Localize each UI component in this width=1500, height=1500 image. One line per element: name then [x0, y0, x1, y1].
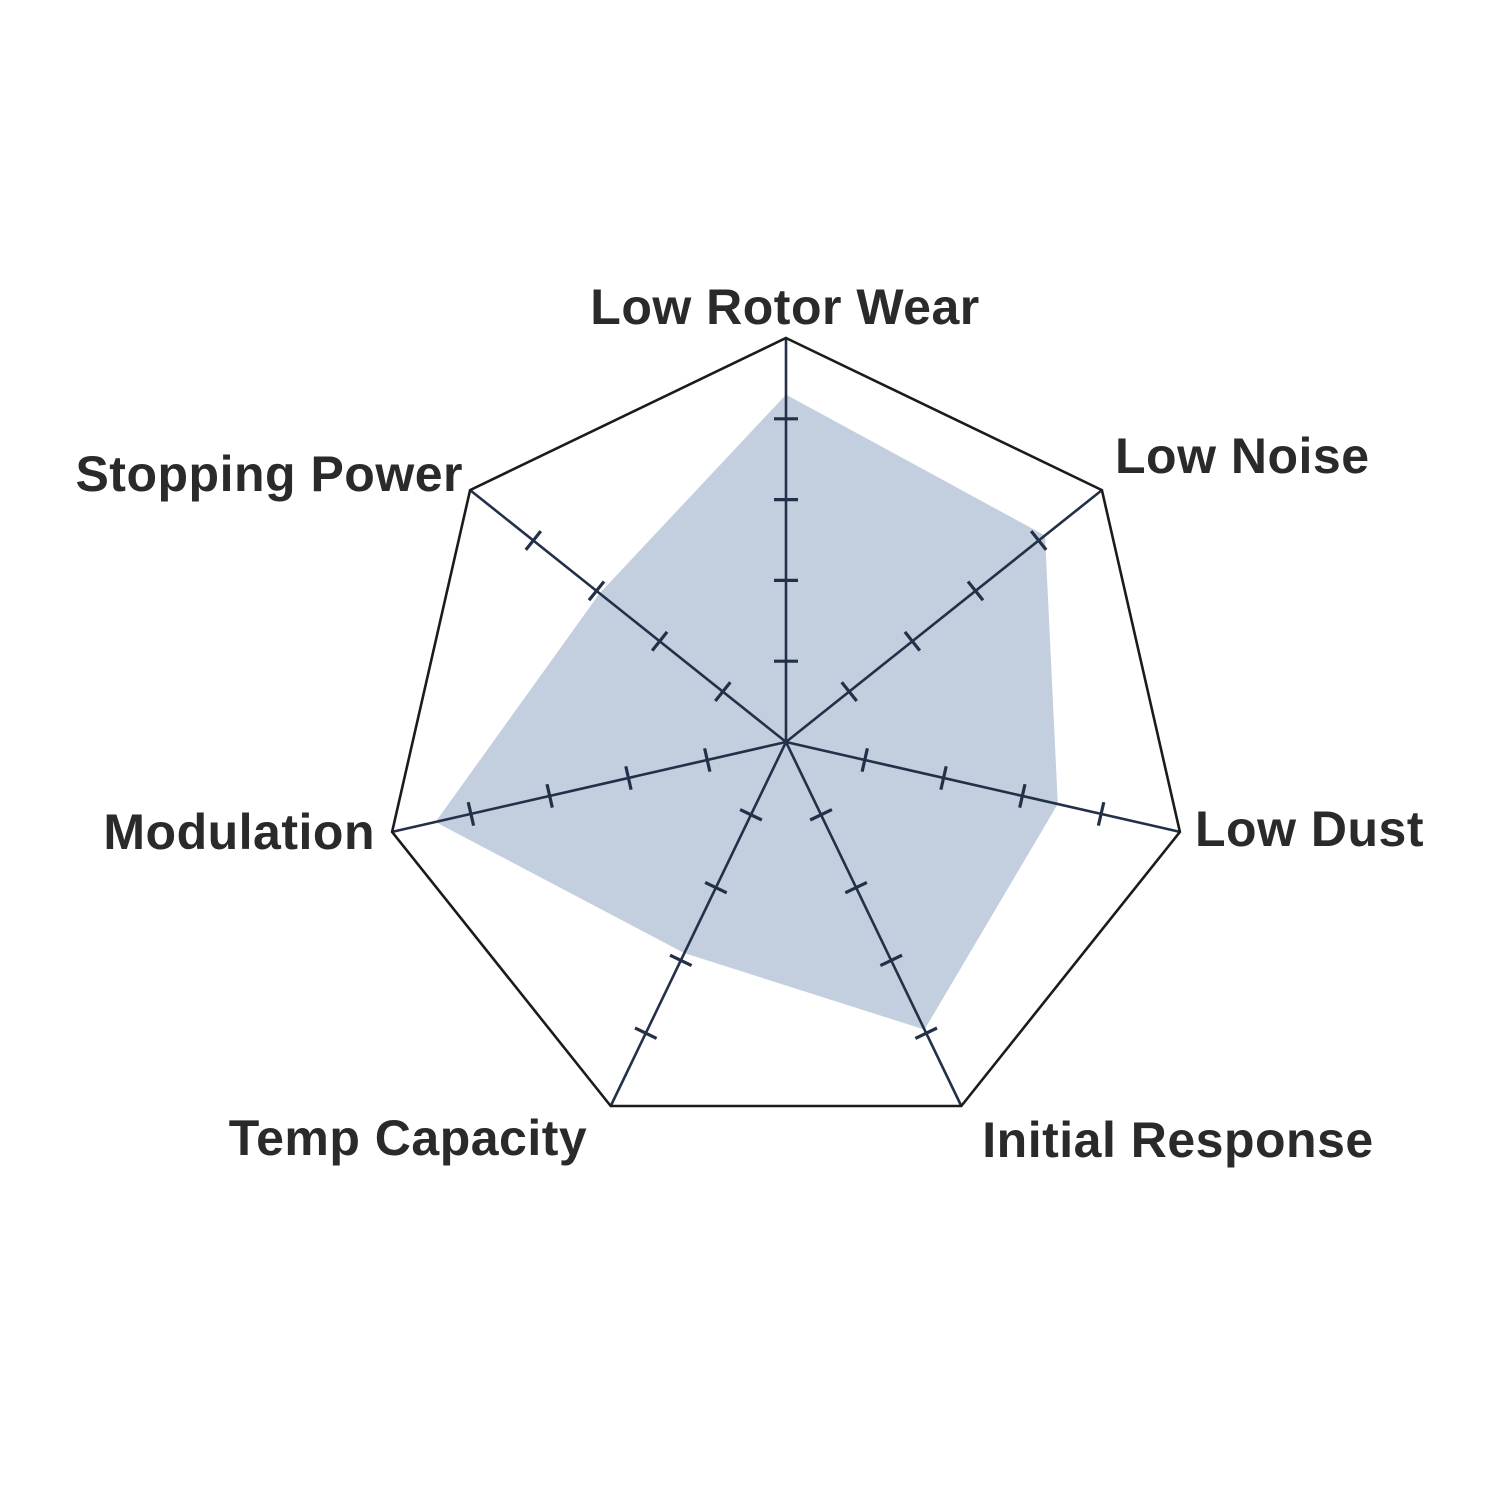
radar-axis-tick — [879, 953, 903, 968]
radar-axis-tick — [1096, 801, 1106, 826]
radar-axes — [391, 338, 1181, 1107]
radar-axis-tick — [1029, 530, 1048, 551]
radar-axis-tick — [739, 808, 763, 822]
radar-axis-labels: Low Rotor Wear Low Noise Low Dust Initia… — [75, 279, 1424, 1168]
axis-label-low-noise: Low Noise — [1115, 428, 1370, 484]
radar-axis-tick — [844, 880, 868, 895]
radar-axis-tick — [714, 681, 732, 702]
radar-spoke — [469, 489, 787, 744]
radar-axis-tick — [809, 808, 833, 822]
radar-spoke — [609, 741, 788, 1107]
axis-label-initial-response: Initial Response — [982, 1112, 1373, 1168]
radar-axis-tick — [966, 580, 985, 602]
radar-axis-tick — [860, 747, 869, 773]
radar-axis-tick — [587, 580, 606, 602]
radar-axis-tick — [624, 765, 633, 791]
radar-axis-tick — [914, 1026, 938, 1040]
radar-axis-tick — [1018, 783, 1027, 808]
radar-axis-tick — [669, 953, 693, 968]
radar-axis-tick — [650, 630, 669, 652]
radar-axis-tick — [634, 1026, 658, 1040]
radar-axis-tick — [903, 630, 922, 652]
axis-label-stopping-power: Stopping Power — [75, 446, 463, 502]
radar-spoke — [785, 489, 1103, 744]
radar-axis-tick — [704, 880, 728, 895]
axis-label-modulation: Modulation — [103, 804, 375, 860]
radar-axis-tick — [703, 747, 712, 773]
radar-spoke — [785, 740, 1181, 834]
radar-axis-tick — [545, 783, 554, 808]
radar-axis-tick — [466, 801, 476, 826]
radar-axis-tick — [939, 765, 948, 791]
radar-axis-tick — [840, 681, 858, 702]
axis-label-low-dust: Low Dust — [1195, 801, 1424, 857]
axis-label-temp-capacity: Temp Capacity — [229, 1110, 587, 1166]
radar-spoke — [784, 741, 963, 1107]
radar-outline-heptagon — [390, 336, 1182, 1108]
radar-axis-tick — [524, 530, 543, 551]
axis-label-low-rotor-wear: Low Rotor Wear — [590, 279, 979, 335]
radar-spoke — [391, 740, 787, 834]
